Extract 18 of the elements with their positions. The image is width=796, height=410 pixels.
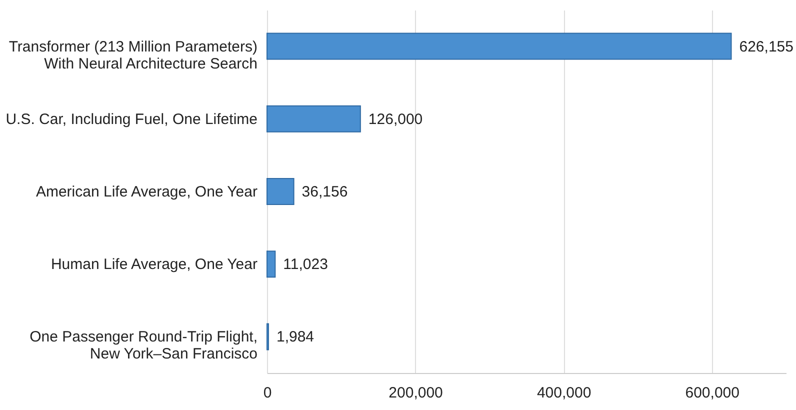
y-tick-label: U.S. Car, Including Fuel, One Lifetime [6, 110, 258, 128]
y-tick-label: Human Life Average, One Year [50, 256, 258, 274]
y-tick-label: One Passenger Round-Trip Flight, New York–San Francisco [30, 328, 258, 363]
data-label: 36,156 [302, 184, 348, 200]
data-label: 626,155 [739, 38, 794, 56]
data-label: 11,023 [283, 256, 328, 274]
bar [266, 32, 732, 60]
x-tick-label: 0 [263, 384, 272, 402]
bar [266, 178, 294, 205]
x-tick-label: 400,000 [536, 384, 592, 402]
data-label: 126,000 [368, 110, 423, 128]
x-tick-label: 200,000 [388, 384, 443, 402]
y-tick-label: Transformer (213 Million Parameters) With Neural Architecture Search [8, 38, 258, 72]
y-tick-label: American Life Average, One Year [36, 184, 258, 200]
data-label: 1,984 [276, 328, 314, 346]
bar [266, 105, 361, 132]
x-tick-label: 600,000 [685, 384, 740, 402]
bar [266, 250, 276, 278]
